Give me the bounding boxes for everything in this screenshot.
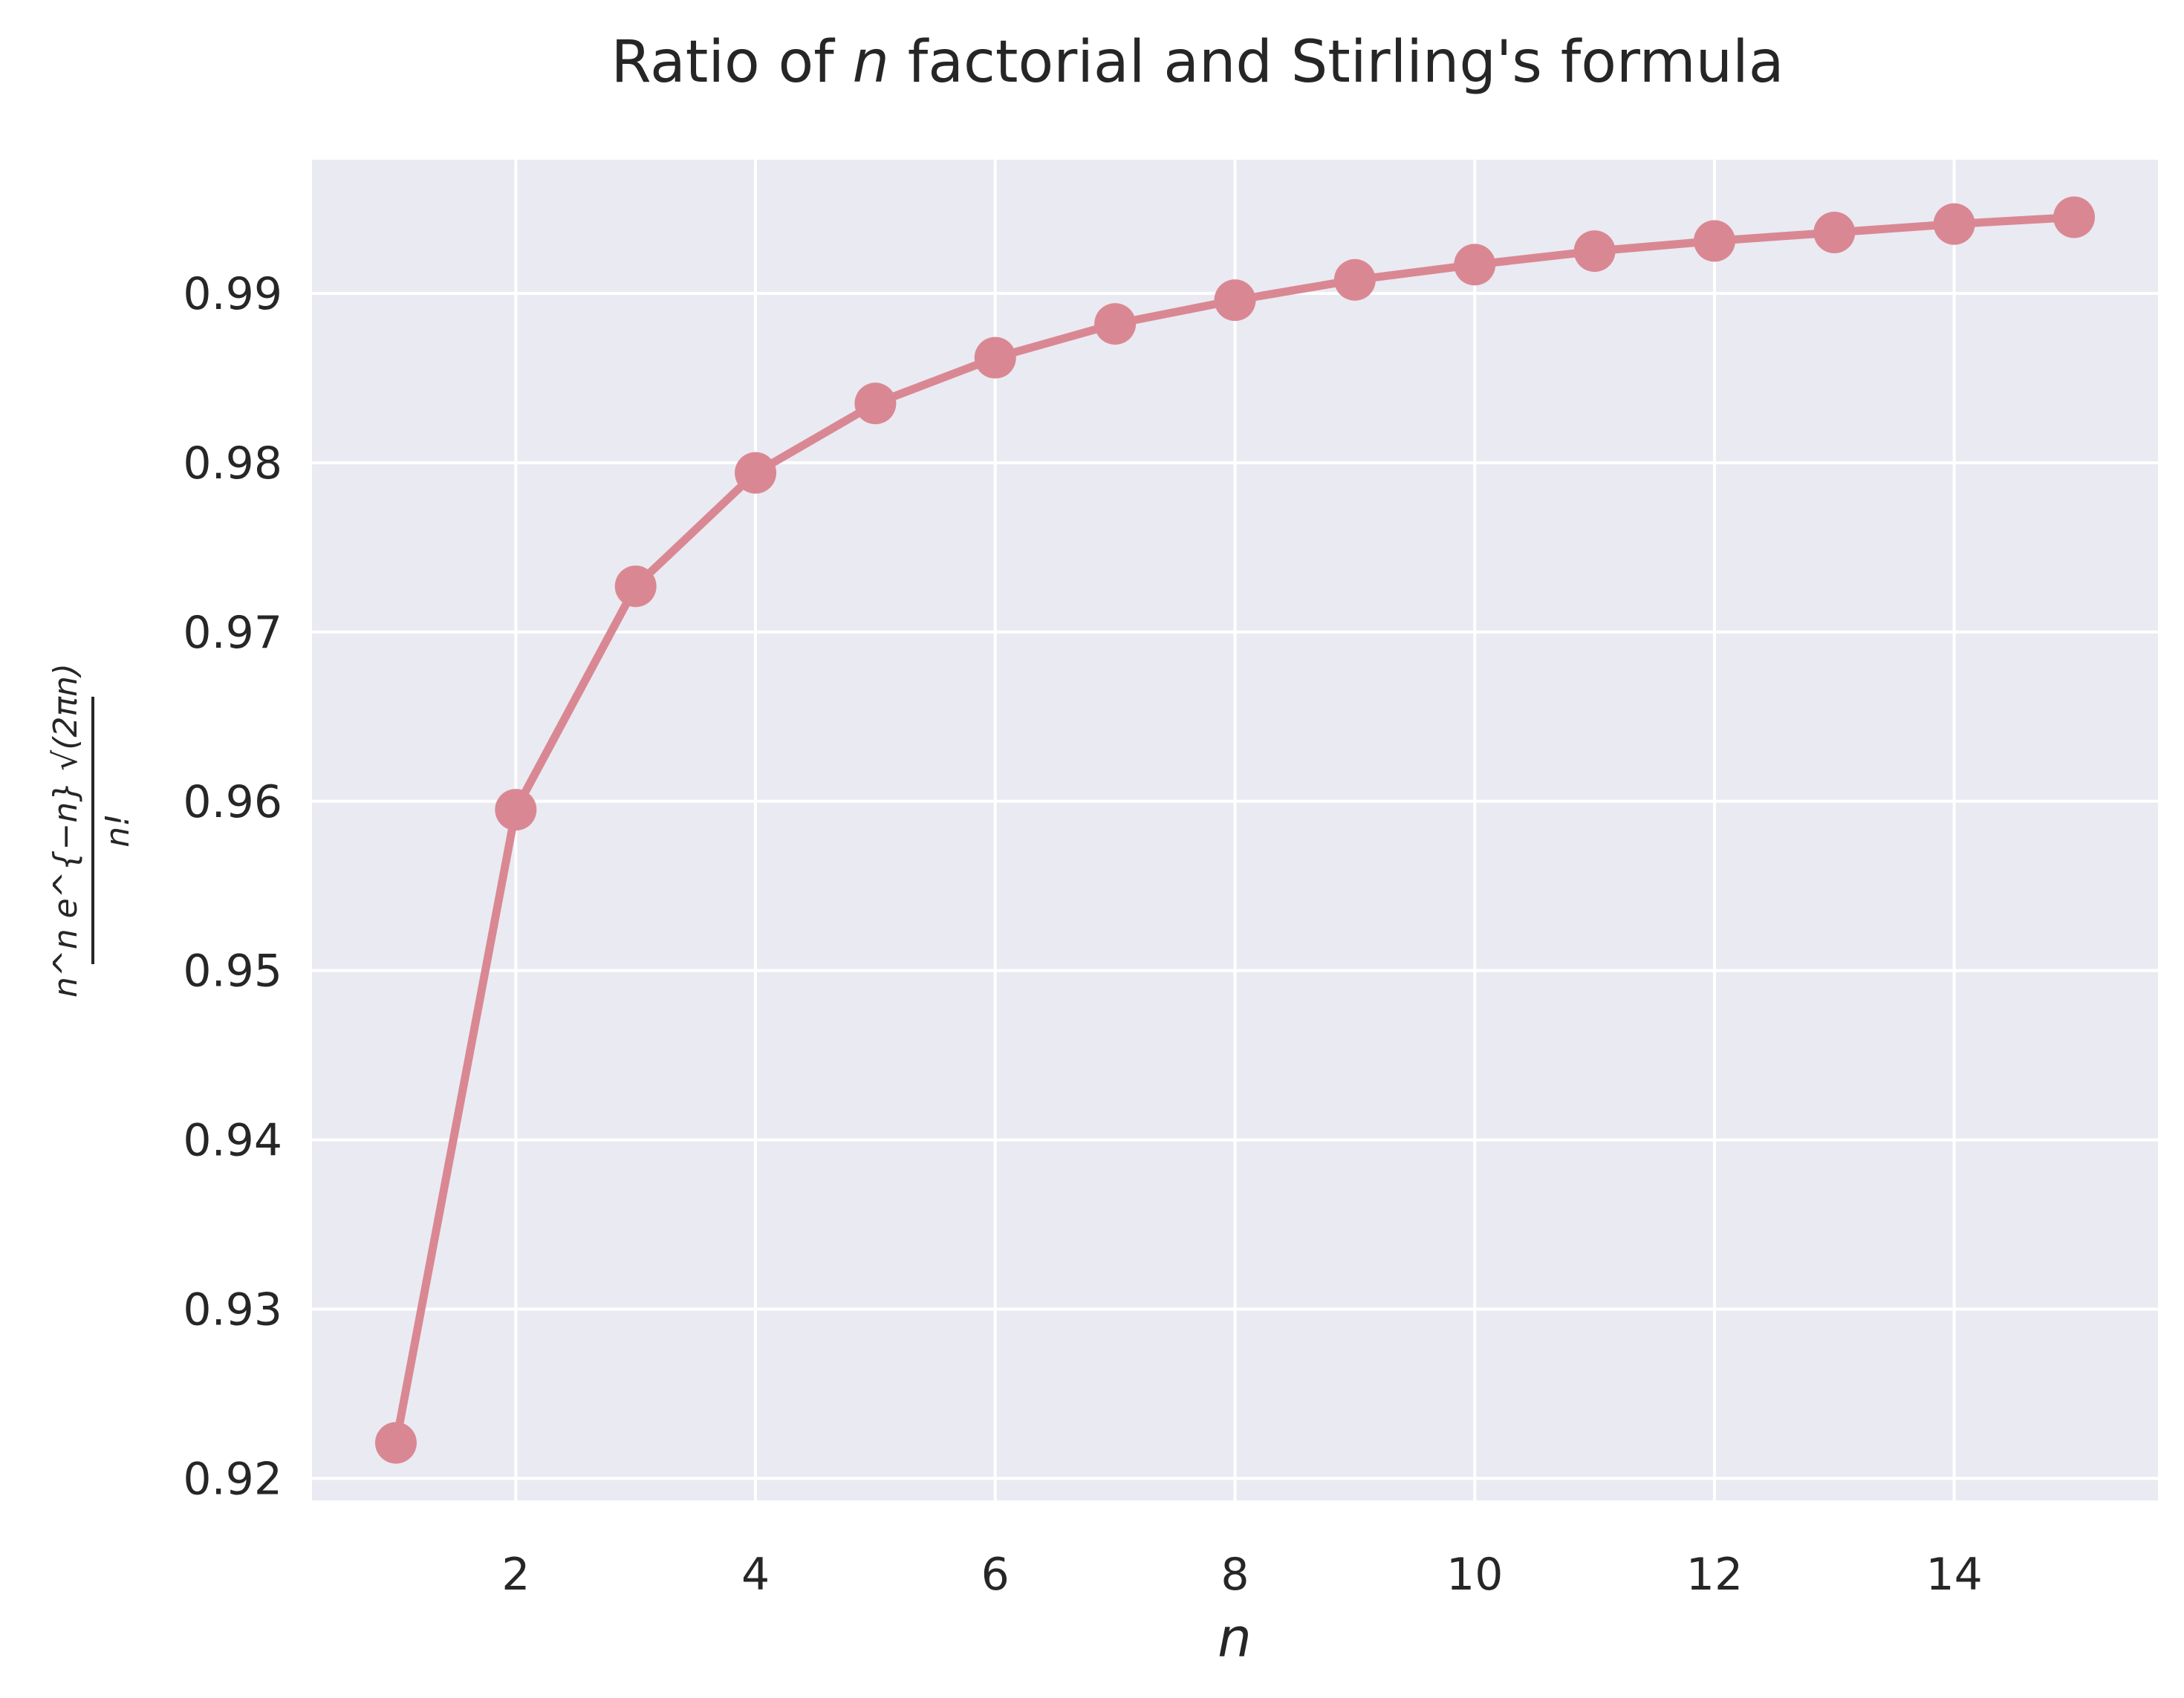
data-point bbox=[1214, 279, 1256, 322]
data-point bbox=[374, 1422, 417, 1464]
x-tick-label: 10 bbox=[1446, 1549, 1503, 1601]
data-point bbox=[1573, 230, 1616, 273]
y-tick-labels: 0.92 0.93 0.94 0.95 0.96 0.97 0.98 0.99 bbox=[183, 268, 282, 1505]
x-tick-label: 14 bbox=[1926, 1549, 1983, 1601]
data-point bbox=[614, 565, 657, 608]
y-axis-label: n^n e^{−n} √(2πn) n! bbox=[47, 663, 137, 998]
y-tick-label: 0.92 bbox=[183, 1453, 282, 1505]
y-tick-label: 0.98 bbox=[183, 437, 282, 489]
y-tick-label: 0.97 bbox=[183, 607, 282, 659]
y-tick-label: 0.95 bbox=[183, 946, 282, 998]
series-ratio bbox=[374, 196, 2096, 1464]
x-tick-label: 6 bbox=[981, 1549, 1010, 1601]
x-tick-label: 12 bbox=[1686, 1549, 1743, 1601]
data-point bbox=[2053, 196, 2096, 238]
y-axis-label-denominator: n! bbox=[99, 813, 137, 848]
data-point bbox=[735, 452, 777, 494]
data-point bbox=[1333, 258, 1376, 301]
data-point bbox=[495, 789, 537, 831]
data-point bbox=[1693, 220, 1735, 262]
y-axis-label-numerator: n^n e^{−n} √(2πn) bbox=[47, 663, 85, 998]
y-tick-label: 0.93 bbox=[183, 1284, 282, 1336]
data-point bbox=[1454, 244, 1496, 286]
data-point bbox=[1813, 211, 1856, 253]
chart-title: Ratio of n factorial and Stirling's form… bbox=[611, 29, 1784, 96]
grid-lines bbox=[312, 160, 2158, 1500]
x-tick-labels: 2 4 6 8 10 12 14 bbox=[501, 1549, 1983, 1601]
data-point bbox=[974, 336, 1016, 379]
x-tick-label: 4 bbox=[741, 1549, 770, 1601]
data-point bbox=[1933, 203, 1975, 245]
x-axis-label: n bbox=[1218, 1607, 1252, 1669]
x-tick-label: 8 bbox=[1221, 1549, 1249, 1601]
data-point bbox=[854, 383, 897, 425]
data-point bbox=[1094, 303, 1137, 345]
y-tick-label: 0.94 bbox=[183, 1115, 282, 1167]
x-tick-label: 2 bbox=[501, 1549, 530, 1601]
y-tick-label: 0.96 bbox=[183, 776, 282, 828]
y-tick-label: 0.99 bbox=[183, 268, 282, 320]
